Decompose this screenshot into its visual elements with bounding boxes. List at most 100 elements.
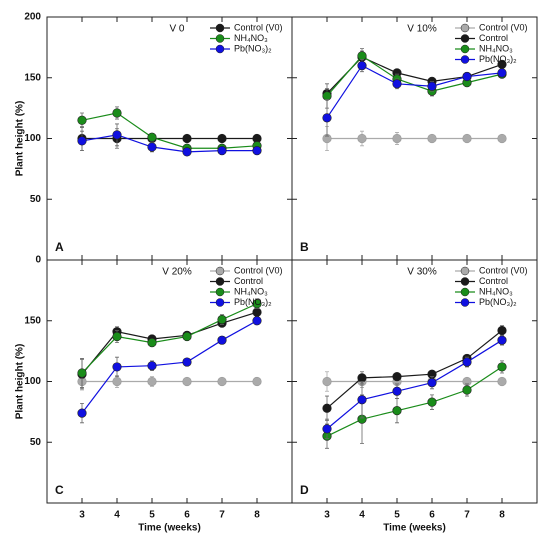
data-point [462,71,472,82]
y-tick-label: 150 [24,72,41,83]
data-point [112,376,122,387]
data-point [112,130,122,140]
series-line [81,134,257,153]
x-tick-label: 3 [79,510,85,521]
y-tick-label: 100 [24,133,41,144]
legend-marker [215,34,225,43]
legend-label: Pb(NO₃)₂ [234,297,272,307]
x-tick-label: 5 [394,510,400,521]
data-point [217,376,227,387]
data-point [182,147,192,157]
data-point [427,81,437,91]
x-tick-label: 4 [114,510,120,521]
data-point [322,403,332,413]
data-point [182,133,192,144]
data-point [357,395,367,405]
legend-label: Control (V0) [234,22,283,32]
data-point [357,51,367,61]
data-point [392,372,402,382]
panel-title: V 20% [162,267,192,278]
data-point [357,60,367,71]
legend-marker [215,277,225,286]
series-line [81,320,258,414]
x-axis-title: Time (weeks) [383,523,446,534]
data-point [217,314,227,325]
data-point [392,79,402,89]
data-point [322,376,332,387]
panel-title: V 30% [407,267,437,278]
legend-label: Control [479,33,508,43]
legend-marker [460,34,470,43]
x-axis-title: Time (weeks) [138,523,201,534]
legend-marker [460,44,470,54]
series-line [81,311,258,375]
legend-marker [460,277,470,286]
legend-label: NH₄NO₃ [234,33,268,43]
data-point [182,331,192,342]
data-point [462,385,472,395]
data-point [182,357,192,367]
legend-marker [460,23,470,33]
data-point [497,376,507,387]
series-line [326,64,503,119]
y-tick-label: 0 [35,255,41,266]
legend-label: Control [234,276,263,286]
data-point [77,408,87,418]
data-point [252,316,262,326]
legend-label: Pb(NO₃)₂ [479,297,517,307]
x-tick-label: 8 [254,510,260,521]
data-point [252,146,262,156]
legend-marker [460,266,470,276]
data-point [217,335,227,345]
x-tick-label: 4 [359,510,365,521]
data-point [252,376,262,387]
series-line [326,330,503,409]
legend-label: Control (V0) [234,265,283,275]
data-point [357,133,367,144]
legend-marker [215,298,225,307]
x-tick-label: 6 [184,510,190,521]
y-tick-label: 200 [24,12,41,23]
panel-letter: D [300,483,309,497]
series-line [326,339,503,430]
data-point [392,386,402,396]
y-tick-label: 50 [30,437,42,448]
data-point [77,136,87,146]
data-point [147,142,157,152]
data-point [322,424,332,434]
y-tick-label: 100 [24,376,41,387]
data-point [217,133,227,144]
data-point [357,373,367,383]
data-point [427,378,437,388]
legend-label: Control (V0) [479,265,528,275]
y-tick-label: 150 [24,315,41,326]
series-line [81,303,258,374]
data-point [147,361,157,371]
legend-label: NH₄NO₃ [234,286,268,296]
y-axis-title: Plant height (%) [15,344,26,420]
data-point [497,325,507,336]
data-point [462,357,472,367]
data-point [497,68,507,78]
data-point [497,335,507,345]
legend-label: NH₄NO₃ [479,286,513,296]
legend-marker [215,44,225,54]
data-point [322,91,332,101]
series-line [326,366,503,437]
legend-marker [460,287,470,297]
legend-marker [215,23,225,33]
x-tick-label: 7 [219,510,225,521]
data-point [322,113,332,123]
data-point [147,376,157,387]
x-tick-label: 7 [464,510,470,521]
data-point [497,133,507,144]
x-tick-label: 8 [499,510,505,521]
data-point [252,299,262,309]
data-point [497,362,507,372]
data-point [217,146,227,156]
data-point [77,115,87,125]
data-point [392,406,402,416]
series-line [81,112,258,149]
legend-label: NH₄NO₃ [479,43,513,53]
